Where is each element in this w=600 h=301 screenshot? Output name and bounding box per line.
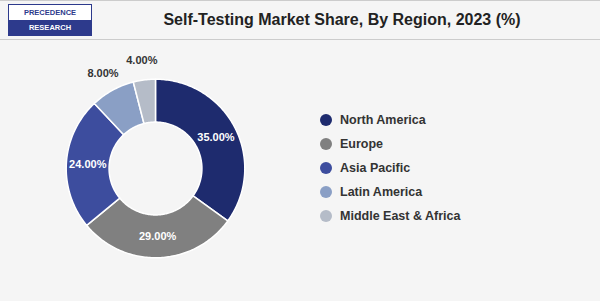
- html-text:Asia Pacific: Asia Pacific: [340, 160, 411, 175]
- svg-text:8.00%: 8.00%: [87, 66, 118, 78]
- html-text:Self-Testing Market Share, By: Self-Testing Market Share, By Region, 20…: [163, 11, 521, 28]
- html-text:Latin America: Latin America: [340, 184, 423, 199]
- html-text:North America: North America: [340, 112, 426, 127]
- html-text:Middle East & Africa: Middle East & Africa: [340, 208, 461, 223]
- svg-text:24.00%: 24.00%: [69, 157, 107, 169]
- html-text:PRECEDENCE: PRECEDENCE: [24, 8, 76, 17]
- svg-text:35.00%: 35.00%: [197, 131, 235, 143]
- svg-text:4.00%: 4.00%: [126, 53, 157, 65]
- html-text:Europe: Europe: [340, 136, 384, 151]
- svg-text:29.00%: 29.00%: [139, 229, 177, 241]
- html-text:RESEARCH: RESEARCH: [29, 23, 71, 32]
